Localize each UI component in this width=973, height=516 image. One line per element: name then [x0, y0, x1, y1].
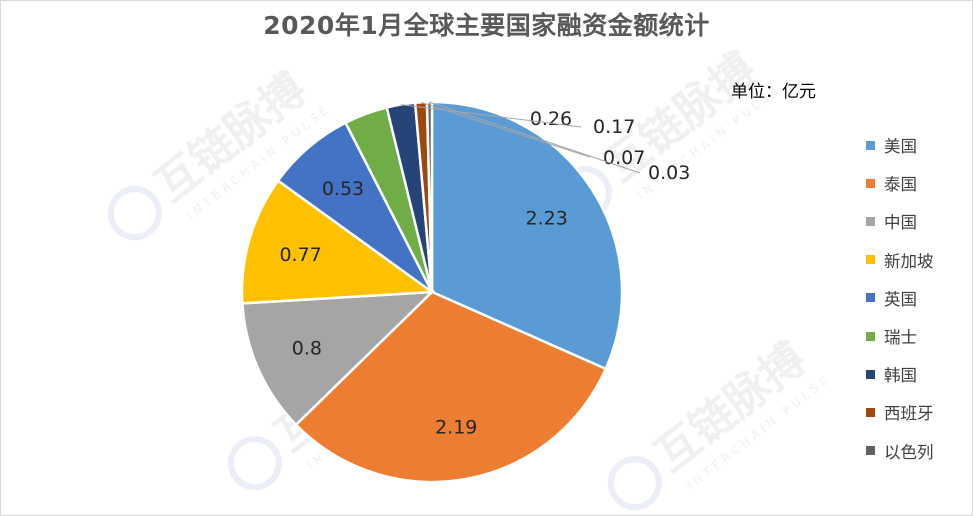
legend-label: 新加坡 [884, 251, 934, 271]
leader-line [400, 104, 582, 128]
watermark-logo-icon [227, 436, 282, 491]
pie-slice [294, 290, 608, 484]
legend-swatch [866, 140, 875, 150]
legend-swatch [866, 216, 875, 226]
data-label: 2.19 [435, 417, 477, 439]
data-label: 0.77 [279, 244, 321, 266]
legend-item: 中国 [866, 202, 934, 240]
data-label: 0.07 [603, 147, 645, 169]
legend-swatch [866, 331, 875, 341]
legend-item: 以色列 [866, 432, 934, 470]
legend-swatch [866, 369, 875, 379]
legend-label: 英国 [884, 289, 917, 309]
legend-swatch [866, 407, 875, 417]
pie-slice [241, 290, 436, 427]
legend-swatch [866, 255, 875, 265]
legend-swatch [866, 293, 875, 303]
watermark-logo-icon [107, 186, 162, 241]
pie-slice [430, 100, 624, 371]
watermark-logo-icon [607, 456, 662, 511]
pie-slice [240, 178, 436, 305]
leader-line [420, 101, 591, 158]
legend-item: 美国 [866, 126, 934, 164]
legend-label: 瑞士 [884, 328, 917, 348]
legend-swatch [866, 446, 875, 456]
data-label: 0.26 [530, 108, 572, 130]
legend-label: 韩国 [884, 366, 917, 386]
legend-item: 英国 [866, 279, 934, 317]
legend-swatch [866, 178, 875, 188]
legend-label: 以色列 [884, 442, 934, 462]
chart-title: 2020年1月全球主要国家融资金额统计 [263, 11, 710, 40]
leader-line [429, 101, 641, 174]
legend-item: 瑞士 [866, 317, 934, 355]
data-label: 0.17 [593, 116, 635, 138]
legend-item: 韩国 [866, 355, 934, 393]
legend-label: 泰国 [884, 175, 917, 195]
legend-label: 美国 [884, 137, 917, 157]
data-label: 0.8 [292, 337, 322, 359]
data-label: 0.53 [322, 178, 364, 200]
data-label: 0.03 [648, 162, 690, 184]
data-label: 2.23 [525, 207, 567, 229]
chart-legend: 美国泰国中国新加坡英国瑞士韩国西班牙以色列 [866, 126, 934, 470]
legend-item: 西班牙 [866, 393, 934, 431]
legend-label: 西班牙 [884, 404, 934, 424]
legend-item: 泰国 [866, 164, 934, 202]
legend-item: 新加坡 [866, 241, 934, 279]
unit-label: 单位：亿元 [731, 82, 816, 102]
legend-label: 中国 [884, 213, 917, 233]
